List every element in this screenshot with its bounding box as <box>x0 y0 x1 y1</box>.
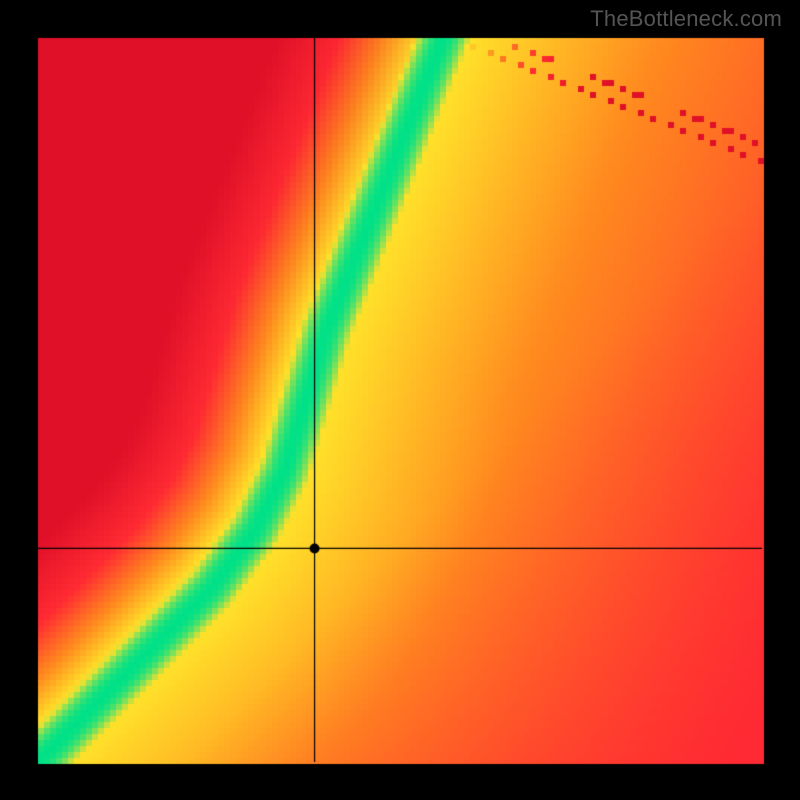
watermark-text: TheBottleneck.com <box>590 6 782 32</box>
heatmap-container <box>0 0 800 800</box>
bottleneck-heatmap <box>0 0 800 800</box>
